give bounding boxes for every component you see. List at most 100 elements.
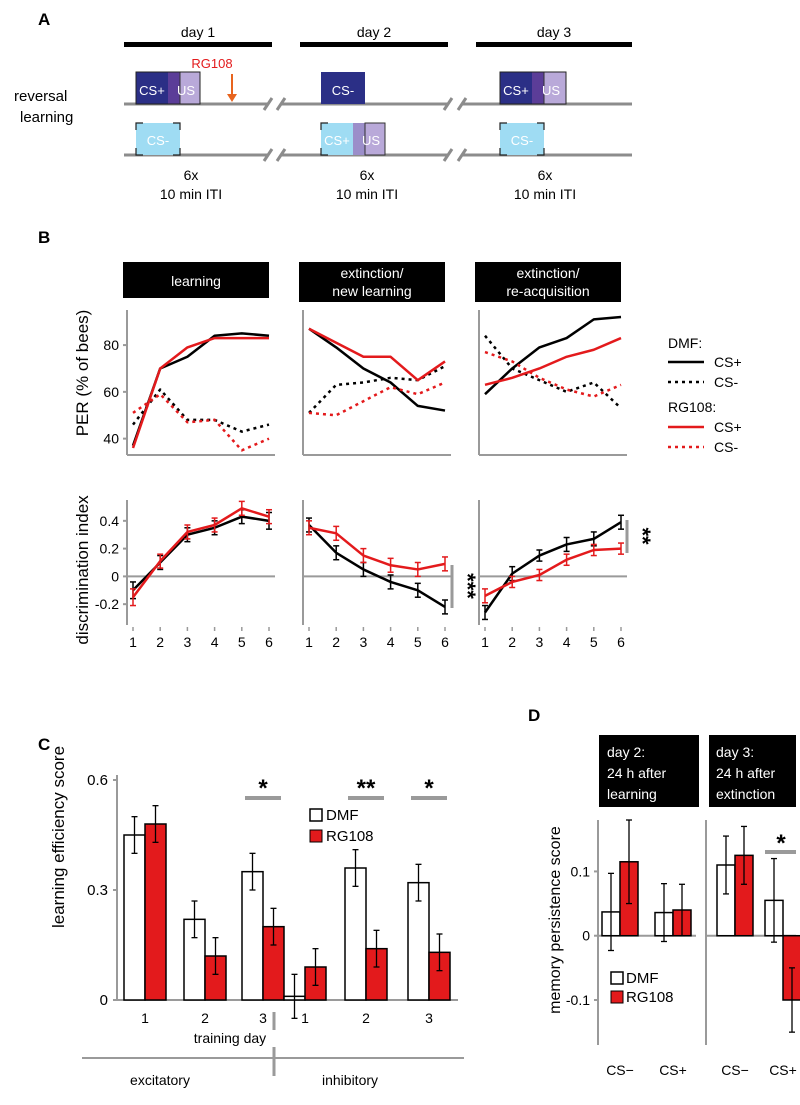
legend-c-dmf: DMF	[326, 807, 359, 824]
xtick-label: 4	[563, 634, 571, 650]
xtick-label: 5	[238, 634, 246, 650]
day2-label: day 2	[357, 24, 391, 40]
xtick-label: 2	[156, 634, 164, 650]
legend-d-dmf-swatch	[610, 971, 624, 985]
di-ylabel: discrimination index	[73, 495, 92, 645]
day1-cs-minus-block: CS-	[135, 122, 181, 156]
ytick-label: -0.2	[95, 596, 119, 612]
xtick-label: 6	[617, 634, 625, 650]
series-line-rg108	[308, 526, 446, 571]
day3-iti: 10 min ITI	[514, 186, 576, 202]
di-chart-1: -0.2 0 0.2 0.4 1 2 3 4 5 6	[95, 500, 275, 650]
bar-dmf-excitatory-day1	[123, 834, 146, 1001]
c-xtick-label: 3	[259, 1010, 267, 1026]
legend-panel-b: DMF: CS+ CS- RG108: CS+ CS-	[668, 335, 742, 455]
legend-rg108-csplus: CS+	[714, 419, 742, 435]
xtick-label: 6	[441, 634, 449, 650]
panel-c: C learning efficiency score DMF RG108 tr…	[38, 735, 464, 1088]
series-line-dmf-cs-	[308, 327, 446, 412]
panel-c-chart: 00.30.61 2 3 1 2 3* ** *	[87, 772, 458, 1026]
series-line-dmf-cs-	[484, 315, 622, 396]
per-chart-2	[302, 310, 451, 456]
rg108-arrowhead-icon	[227, 94, 237, 102]
di-chart-3: 1 2 3 4 5 6	[478, 500, 627, 650]
day1-cs-plus-text: CS+	[139, 83, 165, 98]
series-line-rg108-cs-	[308, 327, 446, 382]
xtick-label: 2	[508, 634, 516, 650]
series-line-dmf	[483, 521, 622, 614]
c-xtick-label: 2	[201, 1010, 209, 1026]
day1-cs-minus-text: CS-	[147, 133, 169, 148]
legend-d-dmf: DMF	[626, 970, 659, 987]
xtick-label: 4	[387, 634, 395, 650]
series-line-rg108-cs-	[131, 336, 269, 449]
d-header-day2-l3: learning	[607, 786, 657, 802]
d-xtick-label: CS+	[769, 1062, 797, 1078]
legend-rg108-title: RG108:	[668, 399, 716, 415]
day1-iti: 10 min ITI	[160, 186, 222, 202]
c-ytick-label: 0.6	[87, 772, 108, 789]
day2-cs-minus-text: CS-	[332, 83, 354, 98]
bar-dmf-inhibitory-day2	[344, 867, 367, 1001]
xtick-label: 4	[211, 634, 219, 650]
panel-c-label: C	[38, 735, 50, 754]
series-line-dmf-cs-	[484, 334, 622, 410]
inhibitory-label: inhibitory	[322, 1072, 378, 1088]
xtick-label: 5	[590, 634, 598, 650]
day2-cs-plus-us-block: CS+ US	[320, 122, 386, 156]
d-xtick-label: CS+	[659, 1062, 687, 1078]
bar-rg108-excitatory-day1	[144, 823, 167, 1001]
ytick-label: 0.2	[100, 541, 120, 557]
learning-label: learning	[20, 109, 73, 126]
legend-d-rg108-swatch	[610, 990, 624, 1004]
rg108-injection-label: RG108	[191, 56, 232, 71]
day3-label: day 3	[537, 24, 571, 40]
d-ytick-label: 0.1	[571, 863, 591, 879]
legend-c-rg108-swatch	[309, 829, 323, 843]
memory-persistence-ylabel: memory persistence score	[547, 826, 564, 1014]
xtick-label: 1	[129, 634, 137, 650]
series-line-dmf-cs-	[132, 388, 270, 433]
c-ytick-label: 0.3	[87, 882, 108, 899]
ytick-label: 60	[103, 384, 119, 400]
ytick-label: 80	[103, 337, 119, 353]
d-header-day2	[599, 735, 699, 807]
phase-title-3-line1: extinction/	[516, 265, 579, 281]
day1-cs-plus-us-block: CS+ US	[135, 71, 201, 105]
d-header-day3-l2: 24 h after	[716, 765, 775, 781]
phase-title-2-line2: new learning	[332, 283, 411, 299]
day1-label: day 1	[181, 24, 215, 40]
legend-rg108-csminus: CS-	[714, 439, 738, 455]
panel-b-label: B	[38, 228, 50, 247]
xtick-label: 1	[305, 634, 313, 650]
day1-bar	[124, 42, 272, 47]
c-sig-star: **	[357, 775, 376, 802]
panel-b: B learning extinction/ new learning exti…	[38, 228, 742, 650]
day1-trials: 6x	[184, 167, 199, 183]
day3-cs-plus-text: CS+	[503, 83, 529, 98]
d-header-day3	[709, 735, 796, 807]
day3-cs-plus-us-block: CS+ US	[499, 71, 567, 105]
day3-cs-minus-block: CS-	[499, 122, 545, 156]
legend-dmf-title: DMF:	[668, 335, 702, 351]
c-sig-star: *	[258, 775, 268, 802]
series-line-rg108-cs-	[484, 350, 622, 398]
phase-title-2-line1: extinction/	[340, 265, 403, 281]
panel-d-label: D	[528, 706, 540, 725]
d-xtick-label: CS−	[606, 1062, 634, 1078]
legend-d-rg108: RG108	[626, 989, 674, 1006]
phase-title-3-line2: re-acquisition	[506, 283, 589, 299]
phase-header-extinction-new	[299, 262, 445, 302]
phase-header-extinction-reacq	[475, 262, 621, 302]
legend-dmf-csminus: CS-	[714, 374, 738, 390]
d-ytick-label: 0	[582, 928, 590, 944]
bar-dmf-excitatory-day3	[241, 870, 264, 1001]
day2-us-text: US	[362, 133, 380, 148]
series-line-rg108	[484, 547, 622, 597]
series-line-rg108-cs-	[132, 392, 270, 452]
day3-bar	[476, 42, 632, 47]
day2-iti: 10 min ITI	[336, 186, 398, 202]
series-line-rg108-cs-	[308, 381, 446, 417]
panel-a: A day 1 day 2 day 3 reversal learning	[14, 10, 632, 202]
panel-a-label: A	[38, 10, 50, 29]
